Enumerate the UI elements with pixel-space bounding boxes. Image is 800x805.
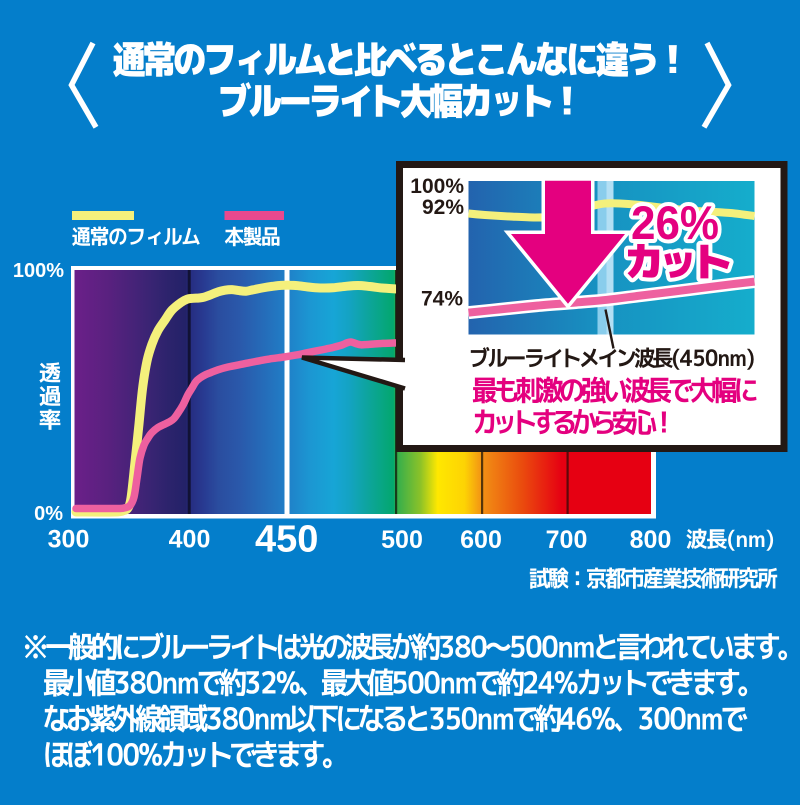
svg-text:0%: 0% [34,503,63,525]
svg-text:450: 450 [255,519,318,561]
svg-text:74%: 74% [421,288,463,311]
svg-text:92%: 92% [422,196,464,219]
svg-text:100%: 100% [13,260,64,282]
svg-text:100%: 100% [410,175,464,198]
svg-text:700: 700 [546,526,588,554]
svg-text:500: 500 [381,526,423,554]
svg-text:800: 800 [630,526,672,554]
svg-text:300: 300 [48,526,90,554]
svg-text:600: 600 [460,526,502,554]
svg-text:400: 400 [169,526,211,554]
